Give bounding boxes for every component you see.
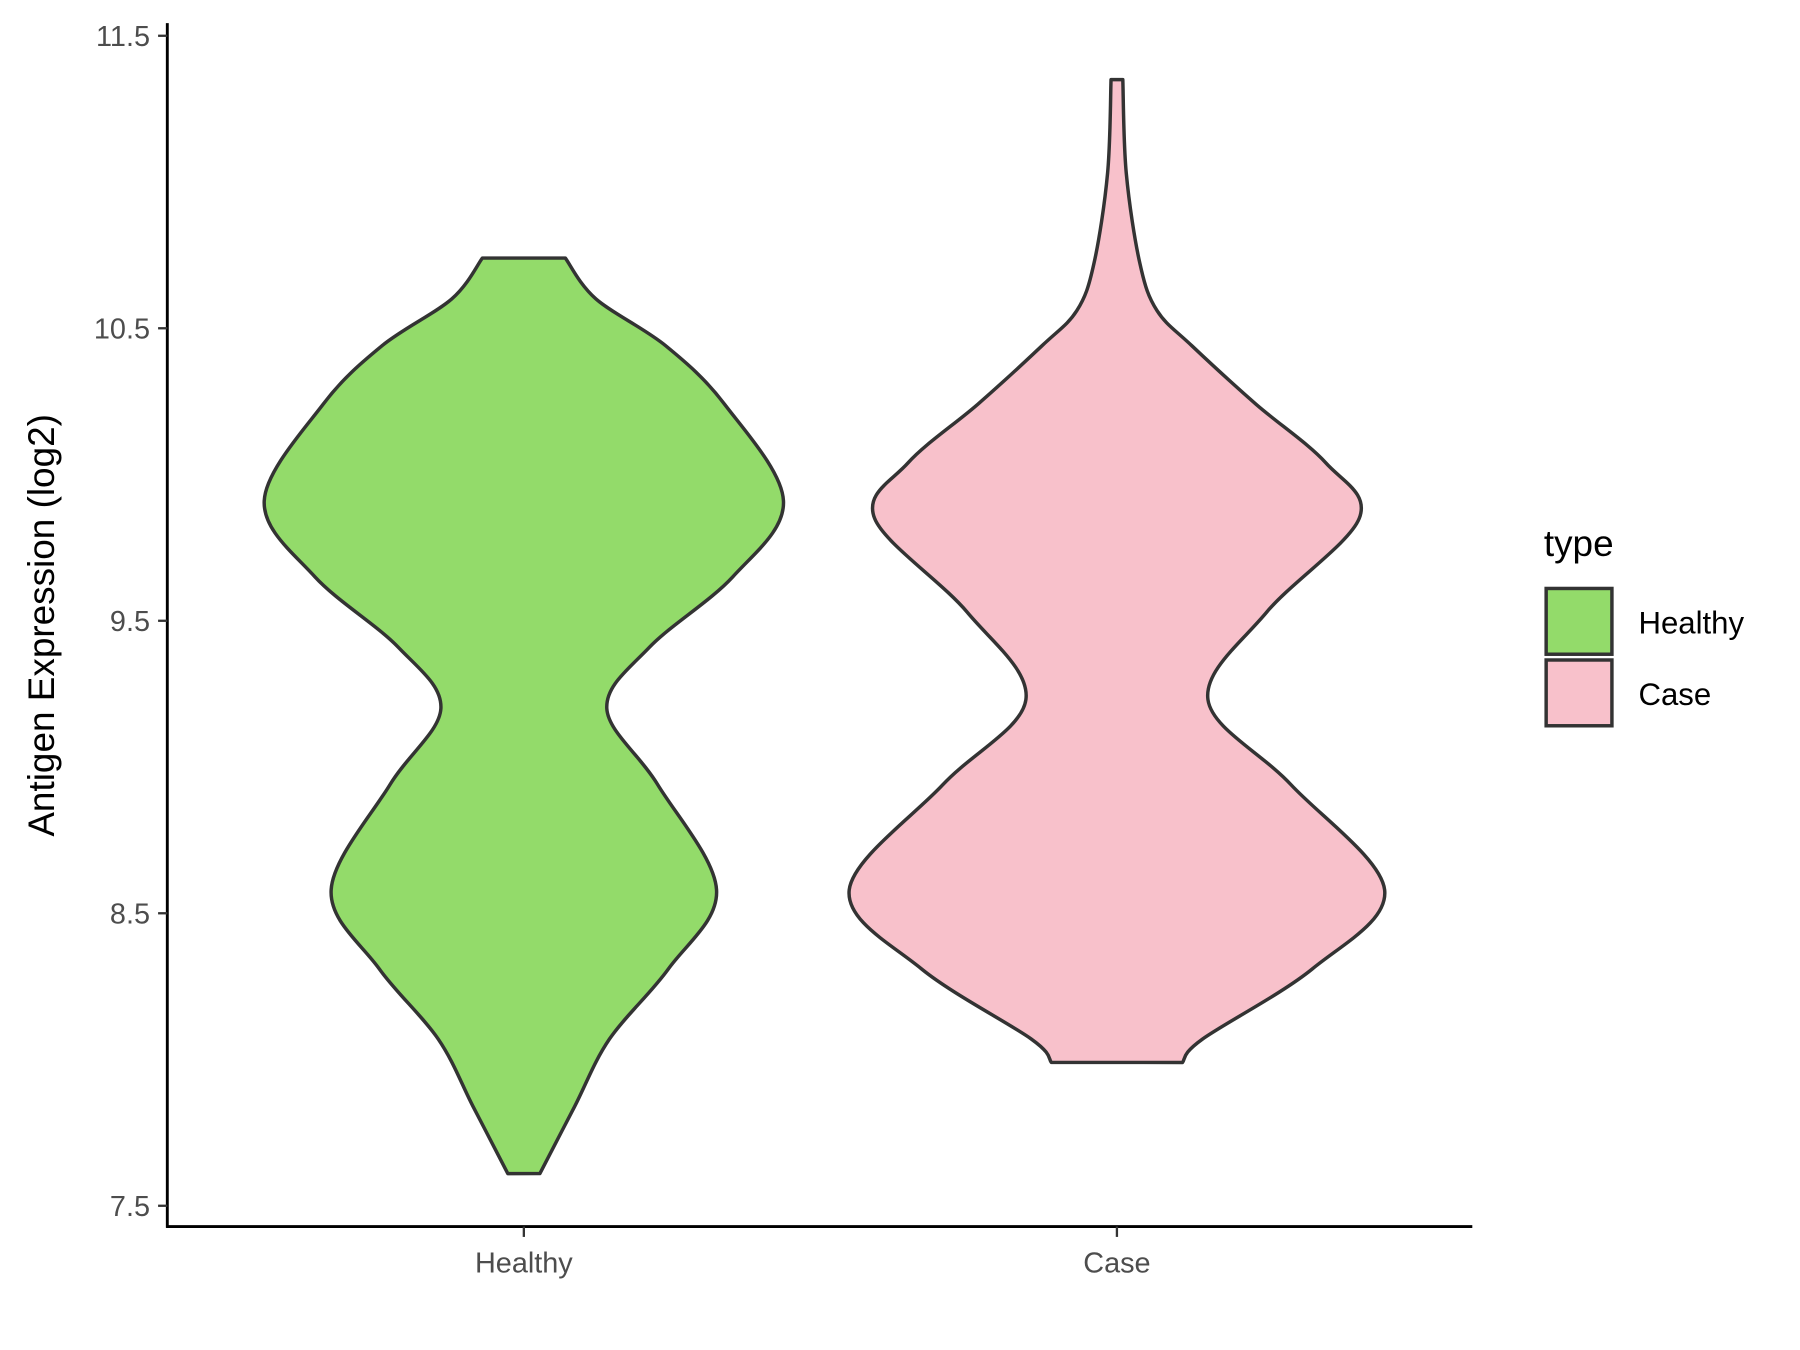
y-tick-label: 8.5	[110, 899, 150, 931]
legend-label: Healthy	[1638, 605, 1744, 640]
legend-swatch-case	[1544, 658, 1614, 728]
x-ticks: Healthy Case	[475, 1226, 1151, 1280]
legend-swatch-healthy	[1544, 586, 1614, 656]
legend-label: Case	[1638, 677, 1711, 712]
y-axis-label: Antigen Expression (log2)	[21, 414, 62, 837]
y-tick-label: 7.5	[110, 1191, 150, 1223]
violins	[262, 77, 1387, 1176]
x-tick-label: Case	[1083, 1248, 1150, 1280]
y-ticks: 7.5 8.5 9.5 10.5 11.5	[94, 21, 168, 1223]
y-tick-label: 9.5	[110, 606, 150, 638]
legend: type Healthy Case	[1544, 523, 1744, 728]
y-tick-label: 10.5	[94, 314, 150, 346]
violin-healthy	[262, 256, 786, 1176]
legend-title: type	[1544, 523, 1614, 564]
y-tick-label: 11.5	[96, 21, 150, 53]
violin-case	[847, 77, 1387, 1065]
x-tick-label: Healthy	[475, 1248, 573, 1280]
